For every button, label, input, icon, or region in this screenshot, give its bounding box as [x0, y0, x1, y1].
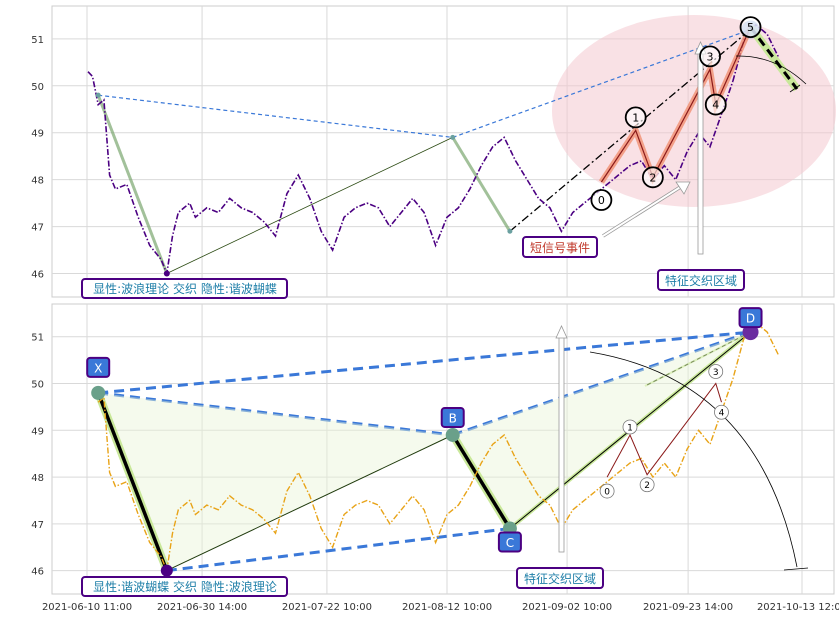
wave-label: 2 — [644, 481, 650, 491]
xab-triangle — [98, 392, 453, 571]
x-tick-label: 2021-09-02 10:00 — [522, 602, 612, 613]
harmonic-point-box — [497, 531, 522, 553]
signal-arrow-head — [555, 325, 568, 339]
harmonic-dashed-line — [98, 391, 453, 437]
pattern-box-label: 显性:波浪理论 交织 隐性:谐波蝴蝶 — [93, 281, 277, 296]
harmonic-point-marker — [445, 427, 460, 442]
projection-arc — [735, 55, 807, 85]
harmonic-dashed-line — [98, 330, 751, 395]
bc-leg — [451, 434, 512, 530]
wave-label-circle — [704, 93, 727, 116]
wave-label: 3 — [713, 368, 719, 378]
y-tick-label: 47 — [31, 223, 44, 234]
wave-label-circle — [622, 419, 638, 435]
zone-box-label: 特征交织区域 — [524, 571, 596, 586]
y-tick-label: 50 — [31, 82, 44, 93]
x-tick-label: 2021-10-13 12:00 — [757, 602, 839, 613]
ab-leg-line — [166, 137, 453, 274]
bc-leg-highlight — [451, 136, 512, 233]
xa-leg-highlight — [96, 94, 169, 275]
harmonic-point-box — [86, 356, 111, 378]
y-tick-label: 46 — [31, 270, 44, 281]
y-tick-label: 46 — [31, 567, 44, 578]
projection-halo — [644, 331, 751, 387]
wave-label-circle — [639, 477, 655, 493]
wave-label-circle — [641, 166, 664, 189]
wave-label-circle — [590, 189, 613, 211]
harmonic-point-marker — [95, 92, 101, 98]
xa-leg — [96, 392, 169, 572]
projection-arc-tick — [783, 567, 809, 571]
price-series-line — [87, 71, 734, 277]
wave-label-circle — [699, 45, 721, 68]
wave-label-circle — [624, 106, 647, 129]
short-signal-box — [522, 236, 598, 258]
zone-box — [516, 567, 604, 589]
harmonic-point-label: X — [94, 361, 102, 375]
short-signal-label: 短信号事件 — [530, 241, 590, 255]
harmonic-point-marker — [91, 385, 106, 400]
wave-label-circle — [599, 483, 615, 499]
harmonic-point-marker — [160, 564, 173, 577]
wave-label: 0 — [598, 194, 605, 207]
wave-path — [600, 26, 752, 183]
projection-dashed-line — [749, 26, 799, 90]
y-tick-label: 51 — [31, 35, 44, 46]
harmonic-point-marker — [163, 270, 170, 277]
x-tick-label: 2021-07-22 10:00 — [282, 602, 372, 613]
y-tick-label: 47 — [31, 520, 44, 531]
bottom-panel: 46 47 48 49 50 51 X B C D 0 1 2 3 4 显性:谐波蝴蝶 交织 隐性:波浪理论 特… — [31, 303, 835, 597]
wave-label: 5 — [747, 21, 754, 34]
harmonic-dashed-line — [166, 527, 511, 573]
signal-arrow-shaft — [558, 333, 565, 553]
wave-label: 0 — [604, 488, 610, 498]
y-tick-label: 48 — [31, 176, 44, 187]
zone-box — [657, 269, 745, 291]
plot-frame — [51, 303, 835, 595]
wave-label: 1 — [632, 111, 639, 124]
projection-arc-tick — [789, 84, 801, 93]
wave-label-circle — [714, 404, 729, 420]
wave-label: 2 — [649, 171, 656, 184]
harmonic-dashed-line — [452, 330, 751, 437]
ab-leg — [166, 434, 453, 572]
signal-arrow-shaft — [697, 49, 704, 255]
wave-label: 3 — [707, 50, 714, 63]
harmonic-point-label: C — [506, 536, 514, 550]
x-tick-label: 2021-06-10 11:00 — [42, 602, 132, 613]
harmonic-point-marker — [507, 228, 513, 234]
harmonic-point-box — [440, 406, 465, 428]
short-signal-arrow-shaft — [602, 185, 683, 237]
short-signal-arrow-head — [675, 181, 691, 195]
harmonic-point-label: B — [449, 411, 457, 425]
wave-label: 4 — [712, 99, 719, 112]
wave-label-circle — [739, 16, 762, 39]
pattern-box — [81, 576, 288, 597]
wave-label: 1 — [627, 423, 633, 433]
x-tick-label: 2021-09-23 14:00 — [643, 602, 733, 613]
x-tick-label: 2021-08-12 10:00 — [402, 602, 492, 613]
y-tick-label: 49 — [31, 426, 44, 437]
interweave-zone-ellipse — [552, 15, 836, 207]
wave-path — [606, 382, 722, 478]
wave-label-circle — [708, 364, 724, 379]
harmonic-point-box — [738, 307, 763, 329]
pattern-box-label: 显性:谐波蝴蝶 交织 隐性:波浪理论 — [93, 579, 277, 594]
y-tick-label: 51 — [31, 333, 44, 344]
harmonic-point-marker — [450, 134, 456, 140]
y-tick-label: 48 — [31, 473, 44, 484]
zone-box-label: 特征交织区域 — [665, 273, 737, 288]
projection-arc — [589, 351, 798, 568]
y-tick-label: 49 — [31, 129, 44, 140]
y-tick-label: 50 — [31, 380, 44, 391]
x-tick-label: 2021-06-30 14:00 — [157, 602, 247, 613]
wave-label: 4 — [719, 409, 725, 419]
harmonic-point-label: D — [746, 312, 755, 326]
top-panel: 46 47 48 49 50 51 0 1 2 3 4 5 显性:波浪理论 交织 隐性:谐波蝴蝶 短信号事… — [31, 5, 836, 299]
pattern-box — [81, 278, 288, 299]
